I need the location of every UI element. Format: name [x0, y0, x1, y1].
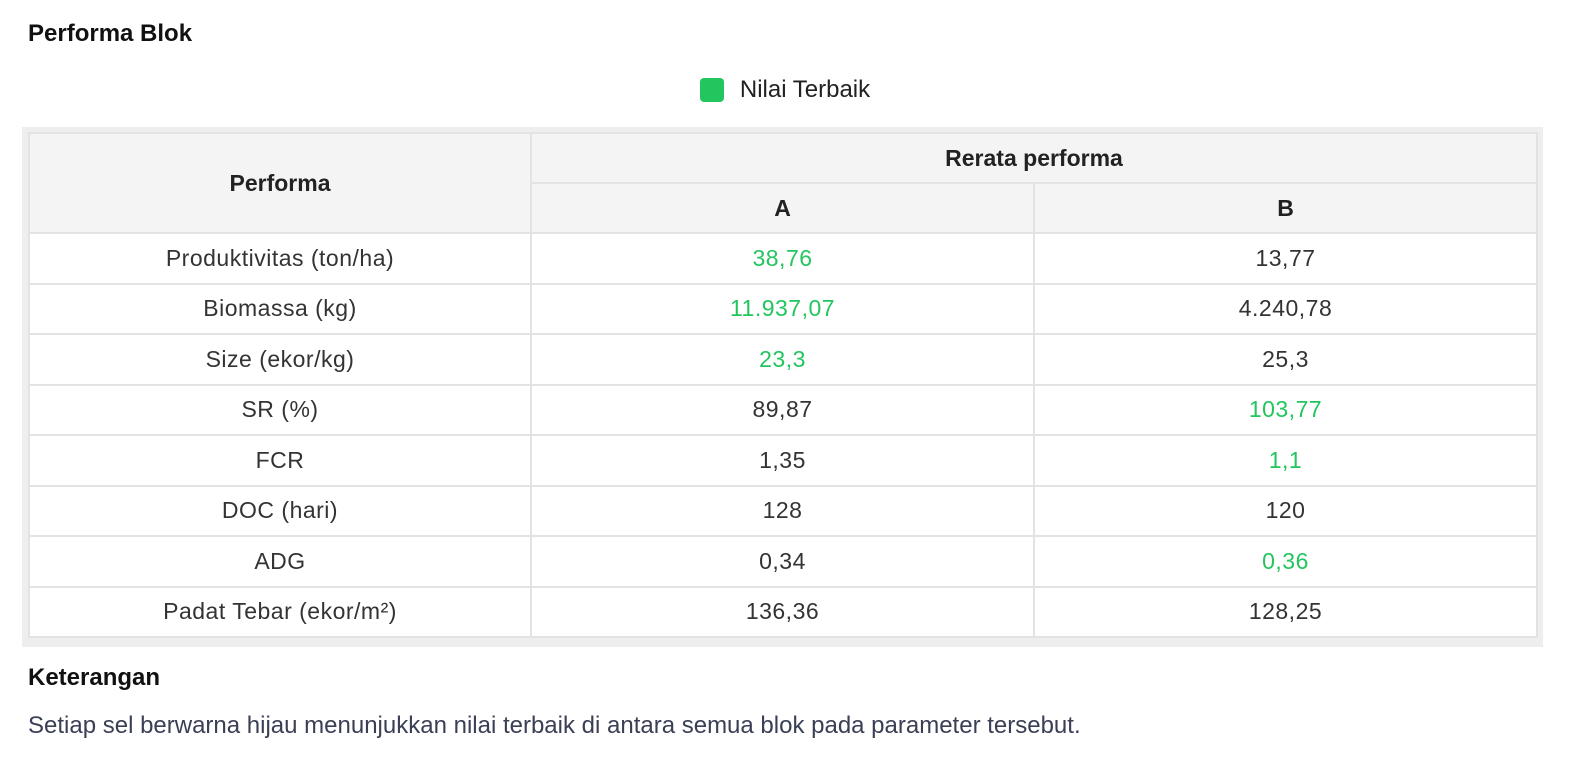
- table-row: Biomassa (kg) 11.937,07 4.240,78: [28, 282, 1538, 335]
- table-body: Produktivitas (ton/ha) 38,76 13,77 Biomassa…: [28, 232, 1538, 638]
- row-param-cell: ADG: [28, 535, 532, 588]
- row-value-b-cell: 0,36: [1033, 535, 1538, 588]
- row-value-b-cell: 128,25: [1033, 585, 1538, 638]
- row-value-a-cell: 38,76: [530, 232, 1035, 285]
- legend-swatch: [699, 78, 724, 102]
- row-param-cell: Padat Tebar (ekor/m²): [28, 585, 532, 638]
- row-param-cell: Biomassa (kg): [28, 282, 532, 335]
- performance-table-container: Performa Rerata performa A B Produktivit…: [22, 127, 1543, 647]
- row-value-a-cell: 23,3: [530, 333, 1035, 386]
- row-value-b-cell: 4.240,78: [1033, 282, 1538, 335]
- legend-label: Nilai Terbaik: [739, 76, 871, 103]
- header-column-a: A: [530, 182, 1035, 234]
- row-value-a-cell: 128: [530, 484, 1035, 537]
- row-value-a-cell: 136,36: [530, 585, 1035, 638]
- header-column-b: B: [1033, 182, 1538, 234]
- row-value-a-cell: 0,34: [530, 535, 1035, 588]
- table-row: FCR 1,35 1,1: [28, 434, 1538, 487]
- row-value-b-cell: 120: [1033, 484, 1538, 537]
- row-value-a-cell: 1,35: [530, 434, 1035, 487]
- row-value-b-cell: 103,77: [1033, 383, 1538, 436]
- notes-text: Setiap sel berwarna hijau menunjukkan ni…: [28, 712, 1081, 739]
- row-param-cell: FCR: [28, 434, 532, 487]
- header-param: Performa: [28, 132, 532, 234]
- table-row: Produktivitas (ton/ha) 38,76 13,77: [28, 232, 1538, 285]
- row-value-b-cell: 1,1: [1033, 434, 1538, 487]
- table-row: DOC (hari) 128 120: [28, 484, 1538, 537]
- page-title: Performa Blok: [28, 20, 193, 47]
- row-param-cell: Produktivitas (ton/ha): [28, 232, 532, 285]
- row-param-cell: Size (ekor/kg): [28, 333, 532, 386]
- table-row: ADG 0,34 0,36: [28, 535, 1538, 588]
- row-value-a-cell: 89,87: [530, 383, 1035, 436]
- row-param-cell: SR (%): [28, 383, 532, 436]
- table-row: Size (ekor/kg) 23,3 25,3: [28, 333, 1538, 386]
- table-row: Padat Tebar (ekor/m²) 136,36 128,25: [28, 585, 1538, 638]
- header-group: Rerata performa: [530, 132, 1538, 184]
- row-param-cell: DOC (hari): [28, 484, 532, 537]
- row-value-a-cell: 11.937,07: [530, 282, 1035, 335]
- performance-table: Performa Rerata performa A B Produktivit…: [28, 132, 1538, 638]
- legend: Nilai Terbaik: [0, 76, 1570, 104]
- table-row: SR (%) 89,87 103,77: [28, 383, 1538, 436]
- row-value-b-cell: 13,77: [1033, 232, 1538, 285]
- notes-title: Keterangan: [28, 664, 161, 691]
- row-value-b-cell: 25,3: [1033, 333, 1538, 386]
